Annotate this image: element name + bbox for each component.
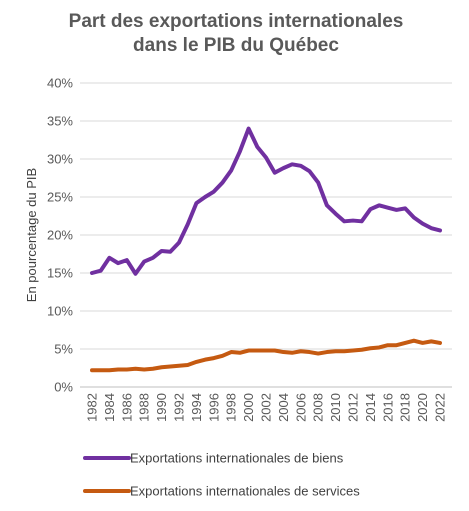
x-tick-label: 1996	[206, 393, 221, 422]
x-tick-label: 2020	[415, 393, 430, 422]
chart-title-line-1: Part des exportations internationales	[69, 11, 404, 32]
x-tick-label: 2012	[346, 393, 361, 422]
x-tick-label: 2010	[328, 393, 343, 422]
y-tick-label: 35%	[47, 114, 73, 129]
series-lines	[90, 126, 442, 373]
series-line-1	[90, 126, 442, 276]
x-tick-label: 1986	[119, 393, 134, 422]
y-tick-label: 30%	[47, 152, 73, 167]
legend-label-1: Exportations internationales de biens	[130, 451, 344, 466]
y-tick-label: 10%	[47, 304, 73, 319]
x-tick-label: 2016	[380, 393, 395, 422]
y-tick-label: 40%	[47, 76, 73, 91]
legend: Exportations internationales de biens Exp…	[83, 451, 360, 499]
x-tick-label: 2014	[363, 393, 378, 422]
y-axis-title: En pourcentage du PIB	[24, 168, 39, 302]
y-tick-label: 15%	[47, 266, 73, 281]
x-tick-label: 2018	[398, 393, 413, 422]
x-tick-label: 2000	[241, 393, 256, 422]
x-tick-label: 2008	[311, 393, 326, 422]
x-tick-label: 1998	[224, 393, 239, 422]
y-tick-label: 20%	[47, 228, 73, 243]
gridlines	[80, 82, 452, 350]
x-tick-label: 1992	[172, 393, 187, 422]
x-tick-label: 1982	[85, 393, 100, 422]
y-tick-label: 0%	[54, 380, 73, 395]
x-tick-label: 2006	[293, 393, 308, 422]
x-tick-label: 1988	[137, 393, 152, 422]
x-tick-label: 1994	[189, 393, 204, 422]
series-line-2	[90, 338, 442, 373]
x-tick-label: 1990	[154, 393, 169, 422]
x-axis-ticks: 1982 1984 1986 1988 1990 1992 1994 1996 1998 2000…	[85, 393, 448, 422]
x-tick-label: 2002	[259, 393, 274, 422]
y-tick-label: 5%	[54, 342, 73, 357]
x-tick-label: 2022	[433, 393, 448, 422]
legend-label-2: Exportations internationales de services	[130, 484, 360, 499]
x-tick-label: 2004	[276, 393, 291, 422]
y-tick-label: 25%	[47, 190, 73, 205]
y-axis-ticks: 0% 5% 10% 15% 20% 25% 30% 35% 40%	[47, 76, 73, 395]
x-tick-label: 1984	[102, 393, 117, 422]
chart-title-line-2: dans le PIB du Québec	[133, 35, 339, 56]
